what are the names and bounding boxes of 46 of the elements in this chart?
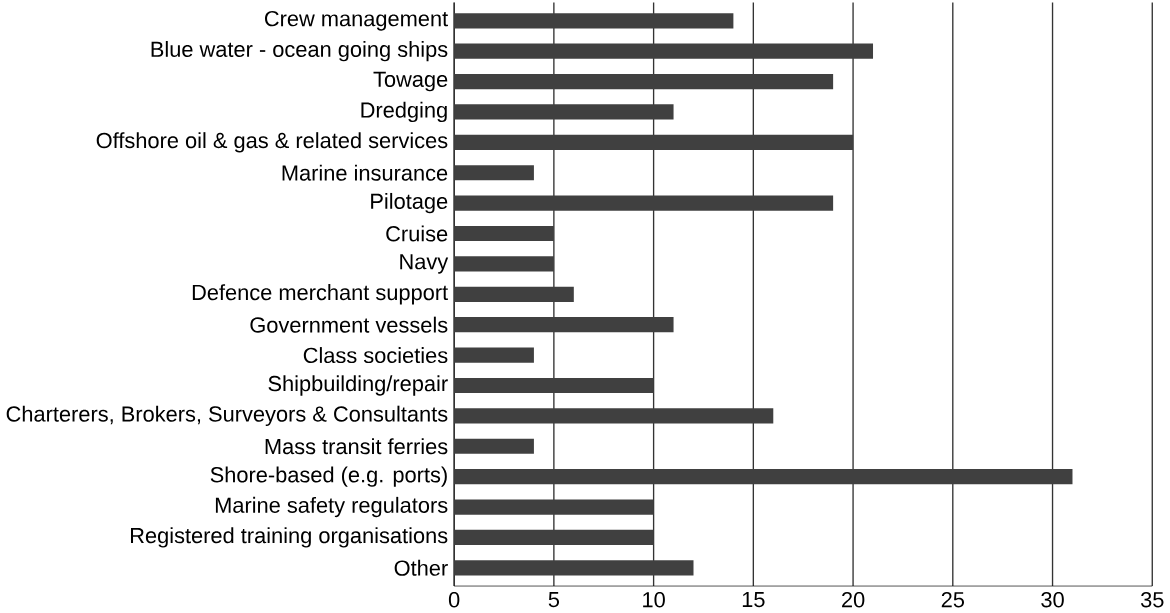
bar (454, 408, 774, 424)
bar (454, 560, 694, 576)
bar (454, 286, 574, 302)
y-tick-label: Offshore oil & gas & related services (96, 132, 448, 153)
bar (454, 104, 674, 120)
bar (454, 225, 554, 242)
y-tick-label: Pilotage (371, 192, 448, 214)
y-tick-label: Charterers, Brokers, Surveyors & Consultants (6, 405, 448, 427)
bar (454, 165, 534, 181)
bar (454, 347, 534, 363)
y-tick-label: Defence merchant support (192, 284, 448, 305)
y-tick-label: Dredging (361, 101, 447, 123)
x-tick-label: 20 (842, 591, 865, 608)
x-tick-label: 0 (448, 591, 460, 608)
bar (454, 499, 654, 515)
y-tick-label: Blue water - ocean going ships (151, 40, 448, 62)
y-tick-label: Marine safety regulators (215, 496, 448, 518)
y-tick-label: Government vessels (250, 316, 448, 333)
bar (454, 438, 534, 454)
y-tick-label: Shipbuilding/repair (268, 375, 448, 396)
x-tick-label: 25 (941, 591, 965, 608)
bar (454, 529, 654, 546)
y-tick-label: Cruise (386, 225, 448, 242)
x-tick-label: 35 (1140, 591, 1164, 608)
bar (454, 317, 674, 333)
y-tick-label: Towage (373, 71, 448, 92)
y-tick-label: Mass transit ferries (265, 438, 448, 455)
bar (454, 195, 834, 211)
x-tick-label: 5 (548, 591, 560, 608)
y-tick-label: Navy (400, 254, 449, 274)
bar (454, 43, 874, 59)
y-tick-label: Marine insurance (282, 164, 448, 181)
bar (454, 256, 554, 272)
y-tick-label: Registered training organisations (131, 527, 448, 548)
bar (454, 73, 834, 90)
y-tick-label: Shore-based (e.g. ports) (210, 466, 447, 487)
x-tick-label: 10 (643, 591, 665, 608)
y-tick-label: Class societies (303, 347, 448, 364)
x-tick-label: 15 (742, 591, 765, 608)
bar (454, 377, 654, 394)
bar (454, 469, 1073, 485)
y-tick-label: Other (394, 559, 448, 576)
bar (454, 134, 854, 150)
x-tick-label: 30 (1041, 591, 1064, 608)
y-tick-label: Crew management (264, 10, 448, 31)
bar (454, 13, 734, 29)
